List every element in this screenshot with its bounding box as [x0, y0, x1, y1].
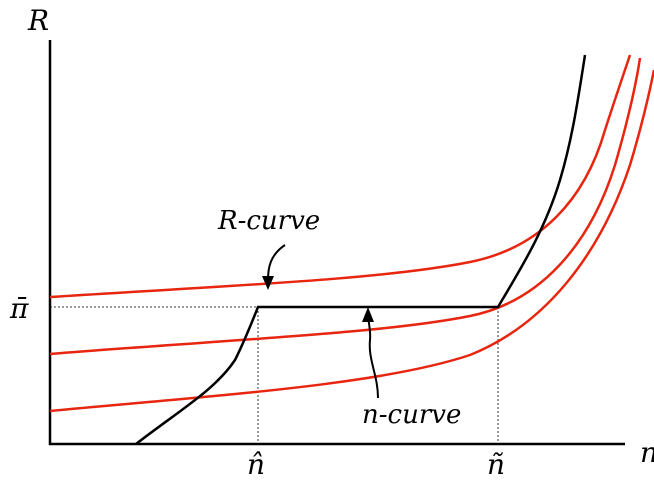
n-curve: [135, 54, 587, 445]
r-curve-arrowhead: [262, 276, 274, 290]
tick-n-hat: n̂: [247, 448, 265, 481]
r-curve-label: R-curve: [217, 206, 320, 236]
r-curve-arrow: [267, 244, 286, 281]
n-curve-arrowhead: [362, 307, 374, 322]
y-axis-label: R: [27, 4, 49, 37]
r-curve-middle: [49, 57, 642, 356]
r-curve-top: [49, 54, 632, 299]
x-axis-label: n: [640, 436, 654, 469]
r-curve-bottom: [49, 69, 654, 413]
tick-n-tilde: ñ: [487, 448, 505, 481]
tick-pi-bar: π̄: [9, 292, 29, 325]
n-curve-label: n-curve: [362, 400, 461, 430]
